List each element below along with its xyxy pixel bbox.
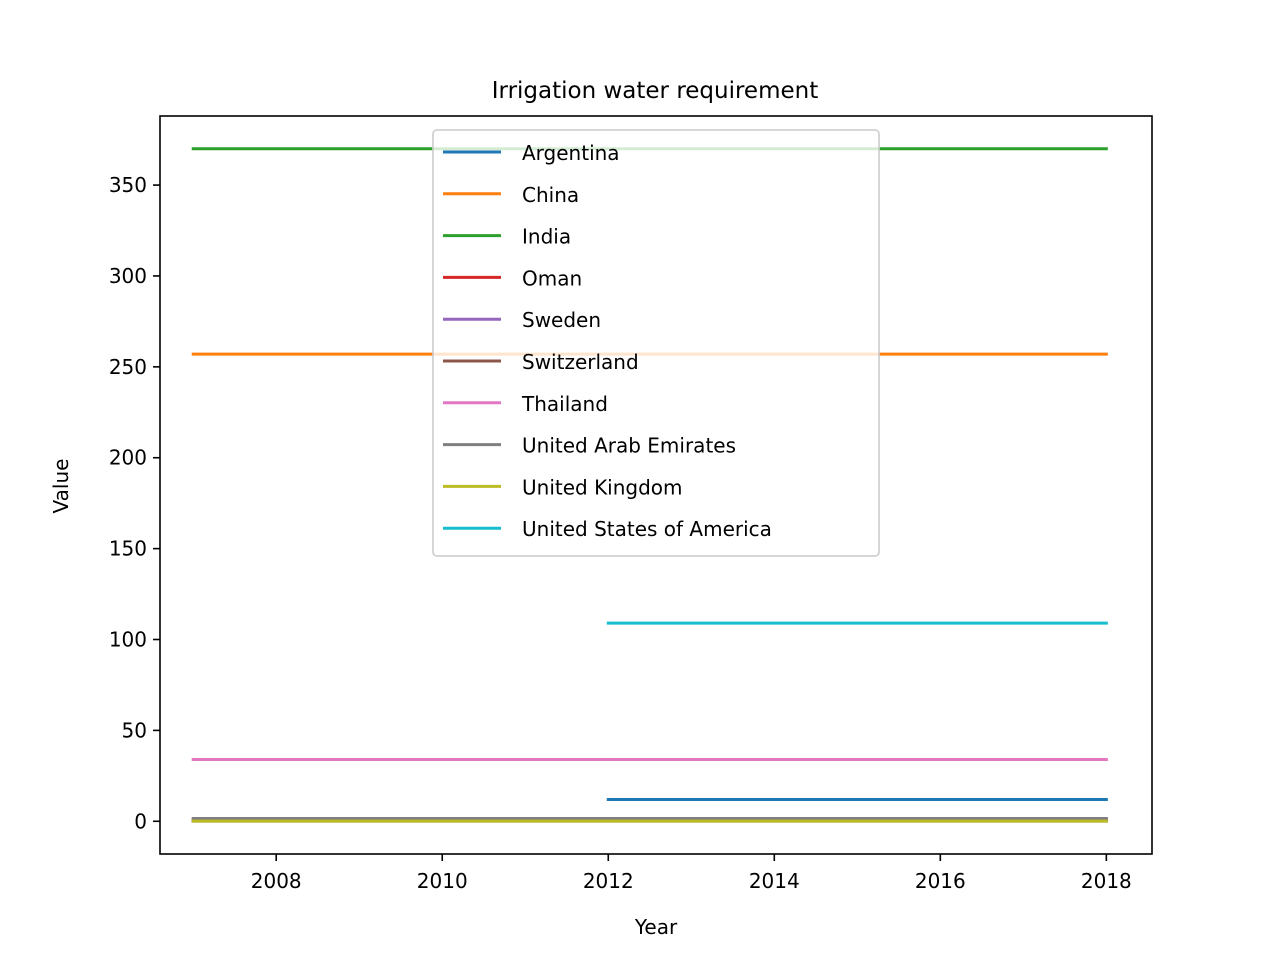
legend-label: Switzerland — [522, 350, 639, 374]
x-axis-label: Year — [634, 915, 678, 939]
y-axis-label: Value — [49, 459, 73, 514]
x-tick-label: 2014 — [749, 869, 800, 893]
legend-label: United Kingdom — [522, 475, 683, 499]
y-axis: 0 50 100 150 200 250 300 350 — [109, 173, 160, 833]
x-tick-label: 2012 — [583, 869, 634, 893]
legend-entries: Argentina China India Oman Sweden Switzerland… — [443, 141, 772, 541]
legend-label: China — [522, 183, 579, 207]
legend-label: Thailand — [521, 392, 608, 416]
chart-title: Irrigation water requirement — [492, 78, 819, 104]
y-tick-label: 0 — [134, 809, 147, 833]
x-tick-label: 2008 — [251, 869, 302, 893]
y-tick-label: 200 — [109, 446, 147, 470]
x-tick-label: 2018 — [1081, 869, 1132, 893]
y-tick-label: 350 — [109, 173, 147, 197]
legend-label: Argentina — [522, 141, 620, 165]
x-tick-label: 2010 — [417, 869, 468, 893]
y-tick-label: 150 — [109, 537, 147, 561]
legend-box — [432, 129, 880, 557]
y-tick-label: 100 — [109, 628, 147, 652]
x-tick-label: 2016 — [915, 869, 966, 893]
y-tick-label: 250 — [109, 355, 147, 379]
legend-label: Sweden — [522, 308, 601, 332]
legend: Argentina China India Oman Sweden Switzerland… — [432, 129, 880, 557]
legend-label: United States of America — [522, 517, 772, 541]
x-axis: 2008 2010 2012 2014 2016 2018 — [251, 854, 1132, 893]
legend-label: Oman — [522, 266, 582, 290]
y-tick-label: 300 — [109, 264, 147, 288]
y-tick-label: 50 — [122, 718, 147, 742]
plot-frame — [159, 115, 1153, 855]
legend-label: India — [522, 225, 571, 249]
legend-label: United Arab Emirates — [522, 434, 736, 458]
